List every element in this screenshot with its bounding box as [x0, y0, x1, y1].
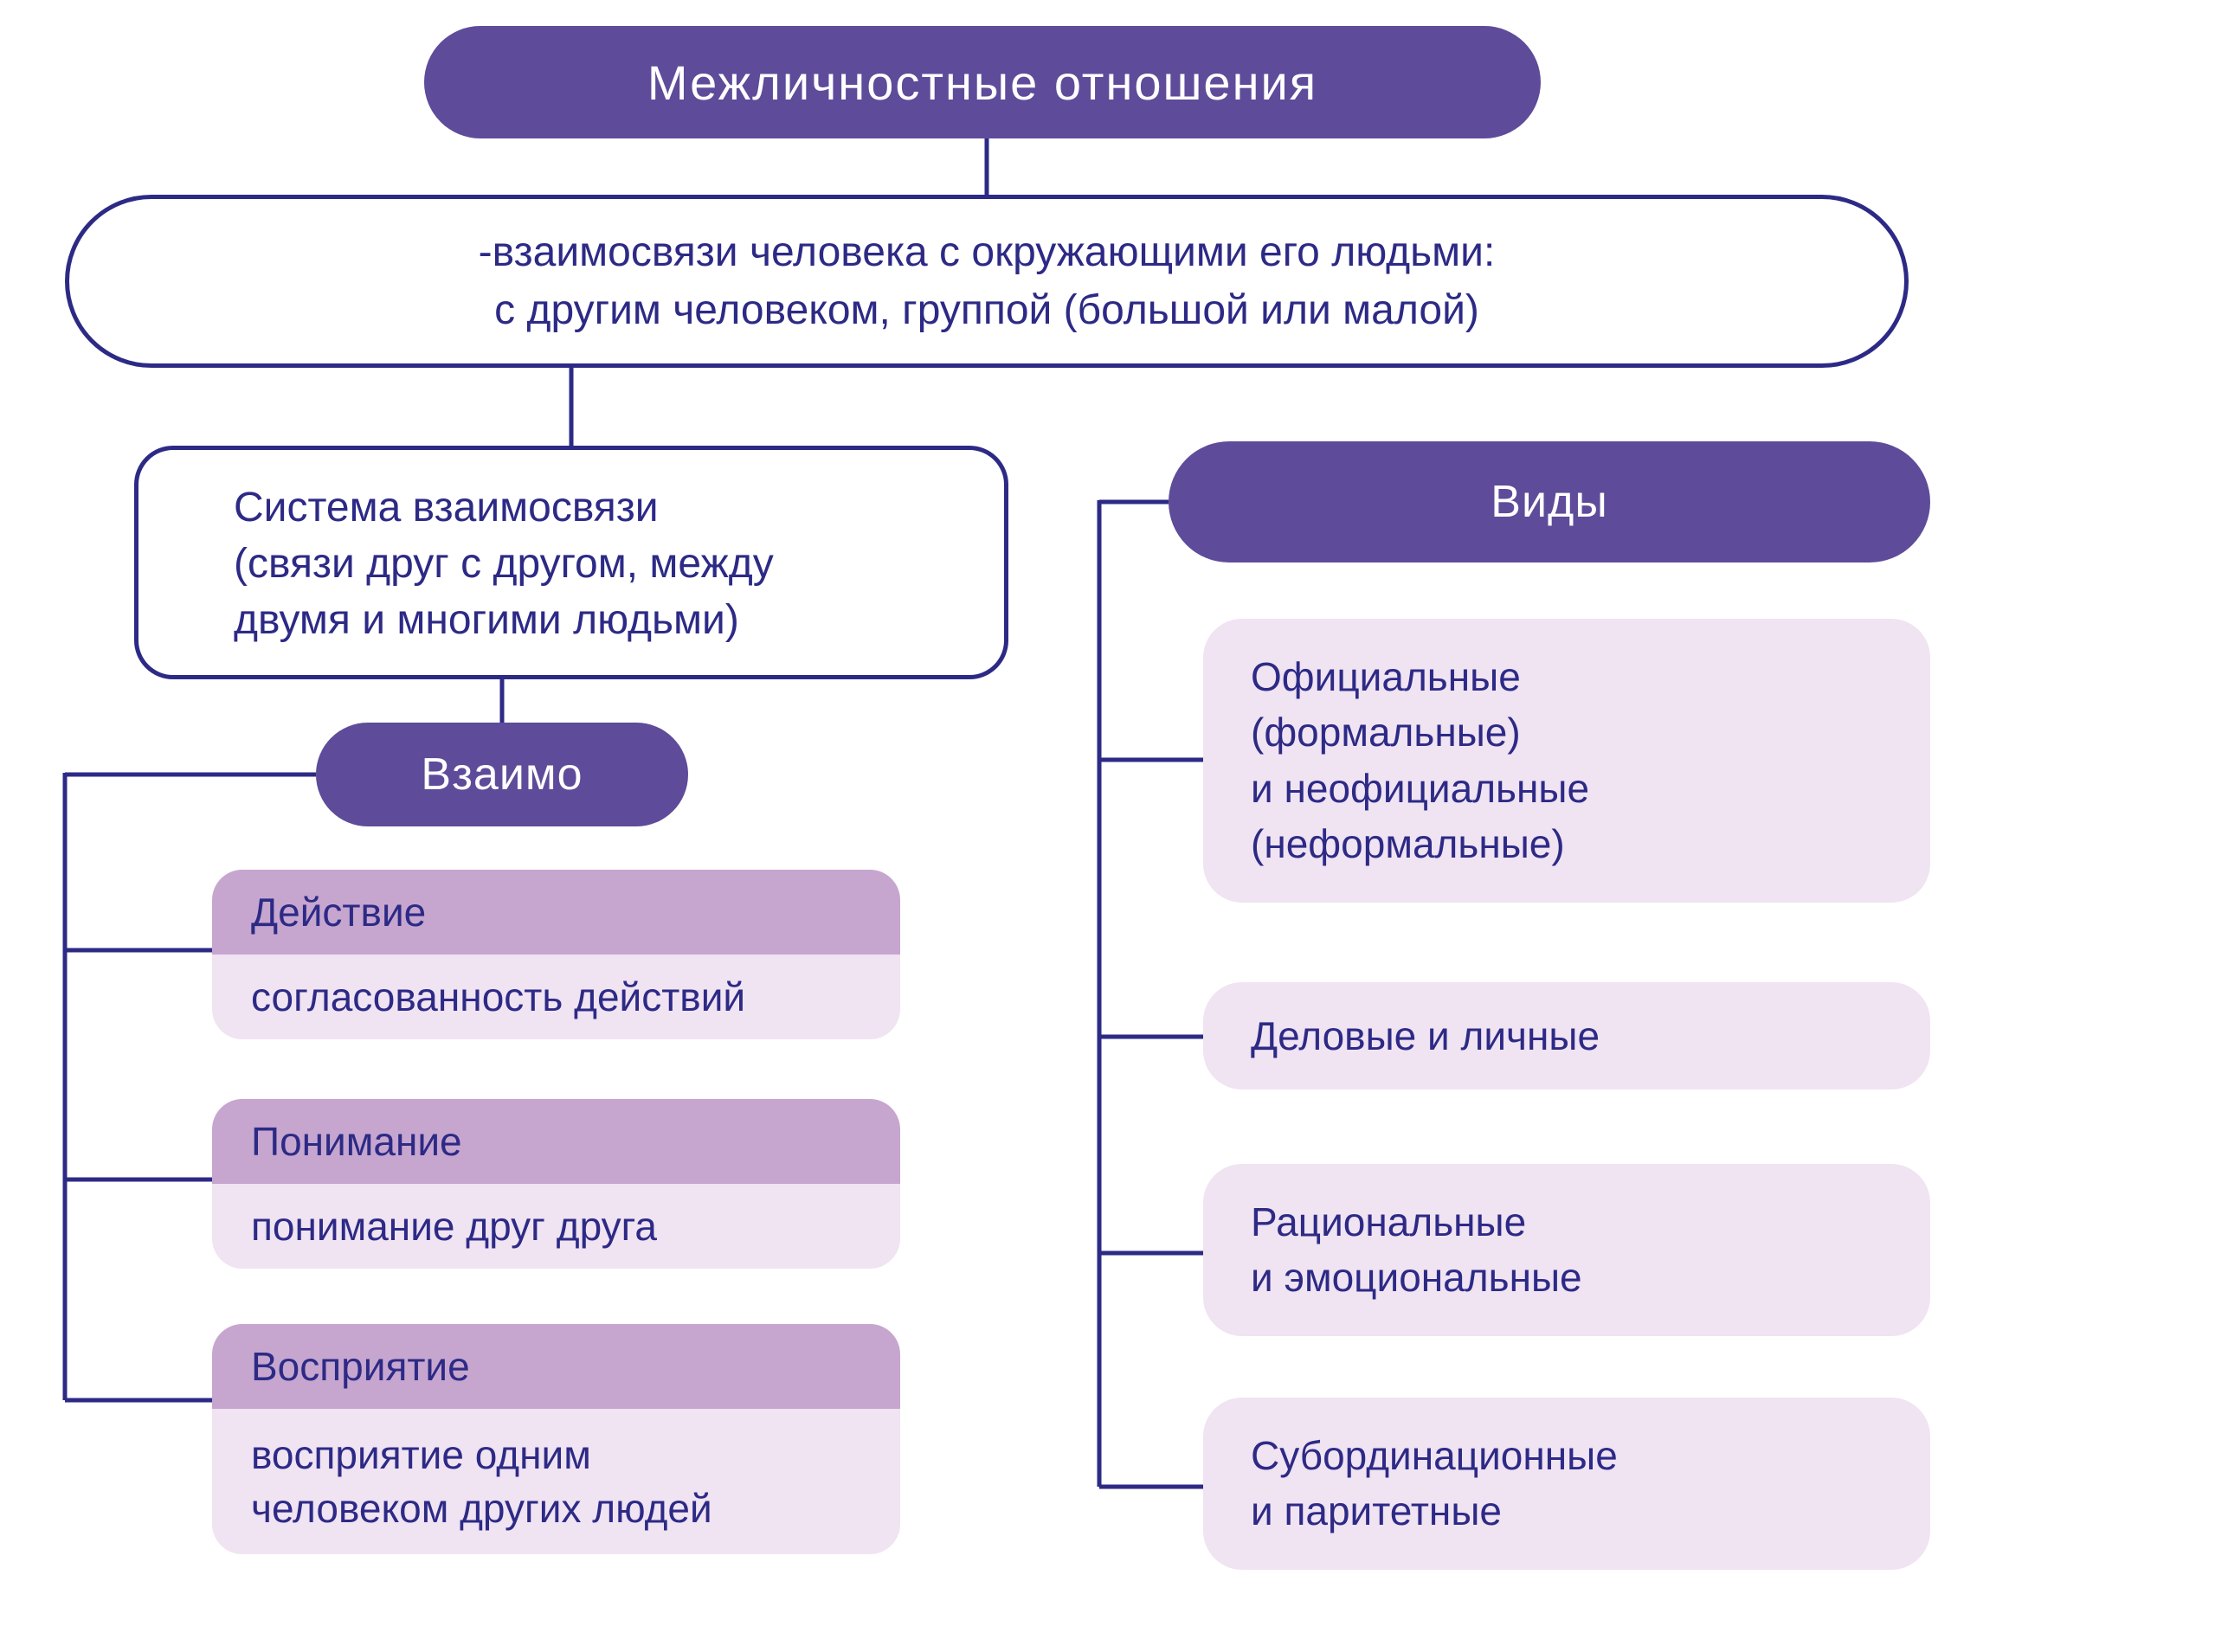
interaction-item-desc: восприятие одним человеком других людей — [212, 1409, 900, 1554]
interaction-item-label: Восприятие — [212, 1324, 900, 1409]
interaction-item-label: Действие — [212, 870, 900, 955]
interaction-item-label: Понимание — [212, 1099, 900, 1184]
system-box: Система взаимосвязи (связи друг с другом… — [134, 446, 1008, 679]
item-label-text: Действие — [251, 890, 426, 935]
types-header-text: Виды — [1491, 476, 1607, 528]
item-desc-text: согласованность действий — [251, 974, 745, 1019]
types-item-text: Официальные (формальные) и неофициальные… — [1251, 654, 1589, 866]
interaction-item: Действие согласованность действий — [212, 870, 900, 1039]
connector-interaction-bracket — [61, 773, 234, 1456]
item-desc-text: восприятие одним человеком других людей — [251, 1432, 712, 1531]
interaction-item: Понимание понимание друг друга — [212, 1099, 900, 1269]
title-pill: Межличностные отношения — [424, 26, 1541, 138]
title-text: Межличностные отношения — [647, 55, 1317, 111]
interaction-item-desc: согласованность действий — [212, 955, 900, 1039]
definition-box: -взаимосвязи человека с окружающими его … — [65, 195, 1909, 368]
types-header: Виды — [1169, 441, 1930, 562]
item-label-text: Восприятие — [251, 1344, 470, 1389]
interaction-item-desc: понимание друг друга — [212, 1184, 900, 1269]
types-item: Деловые и личные — [1203, 982, 1930, 1090]
connector-title-to-definition — [982, 138, 991, 195]
definition-text: -взаимосвязи человека с окружающими его … — [479, 223, 1496, 339]
system-text: Система взаимосвязи (связи друг с другом… — [234, 485, 774, 643]
item-desc-text: понимание друг друга — [251, 1204, 657, 1249]
interaction-header-text: Взаимо — [421, 749, 583, 800]
types-item: Субординационные и паритетные — [1203, 1398, 1930, 1570]
interaction-header: Взаимо — [316, 723, 688, 826]
types-item-text: Деловые и личные — [1251, 1013, 1600, 1058]
types-item: Рациональные и эмоциональные — [1203, 1164, 1930, 1336]
connector-system-to-header — [498, 679, 506, 727]
types-item-text: Рациональные и эмоциональные — [1251, 1199, 1582, 1300]
types-item-text: Субординационные и паритетные — [1251, 1433, 1618, 1533]
interaction-item: Восприятие восприятие одним человеком др… — [212, 1324, 900, 1554]
connector-def-to-system — [567, 368, 576, 446]
item-label-text: Понимание — [251, 1119, 462, 1164]
types-item: Официальные (формальные) и неофициальные… — [1203, 619, 1930, 903]
